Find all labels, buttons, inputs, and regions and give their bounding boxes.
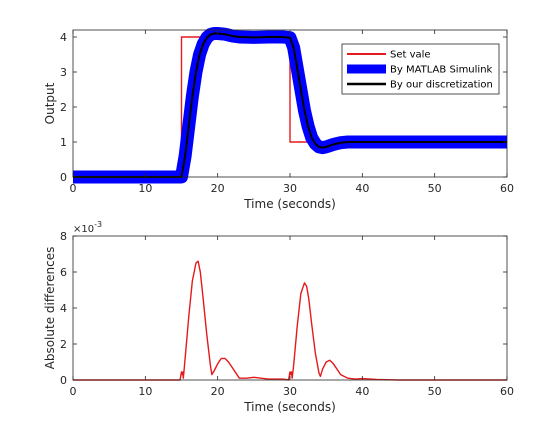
difference-x-tick-label: 40 bbox=[355, 385, 369, 398]
difference-axes: 0 10 20 30 40 50 60 0 2 4 6 8 Time (seconds) Absolu… bbox=[43, 220, 514, 414]
difference-y-tick-label: 6 bbox=[60, 266, 67, 279]
output-x-tick-label: 0 bbox=[70, 182, 77, 195]
y-axis-exponent-label: ×10-3 bbox=[73, 220, 102, 235]
difference-y-tick-label: 4 bbox=[60, 302, 67, 315]
difference-y-tick-label: 2 bbox=[60, 338, 67, 351]
difference-x-tick-label: 50 bbox=[428, 385, 442, 398]
output-x-tick-label: 50 bbox=[428, 182, 442, 195]
output-x-tick-label: 60 bbox=[500, 182, 514, 195]
output-ticks: 0 10 20 30 40 50 60 0 1 2 3 4 bbox=[60, 30, 514, 195]
difference-ticks: 0 10 20 30 40 50 60 0 2 4 6 8 bbox=[60, 230, 514, 398]
output-y-axis-label: Output bbox=[43, 82, 57, 124]
exponent-power: -3 bbox=[94, 220, 102, 229]
difference-x-tick-label: 20 bbox=[211, 385, 225, 398]
output-x-tick-label: 40 bbox=[355, 182, 369, 195]
difference-x-tick-label: 60 bbox=[500, 385, 514, 398]
difference-x-tick-label: 10 bbox=[138, 385, 152, 398]
difference-plot-area bbox=[73, 236, 507, 381]
series-line-difference-series-0 bbox=[73, 260, 507, 381]
difference-y-tick-label: 0 bbox=[60, 374, 67, 387]
difference-y-tick-label: 8 bbox=[60, 230, 67, 243]
legend-entry-discretization: By our discretization bbox=[390, 80, 493, 91]
output-y-tick-label: 3 bbox=[60, 66, 67, 79]
difference-x-axis-label: Time (seconds) bbox=[243, 400, 336, 414]
output-y-tick-label: 1 bbox=[60, 136, 67, 149]
legend-entry-simulink: By MATLAB Simulink bbox=[390, 65, 493, 76]
output-axes: 0 10 20 30 40 50 60 0 1 2 3 4 Time (seconds) Output… bbox=[43, 27, 514, 211]
output-y-tick-label: 0 bbox=[60, 171, 67, 184]
output-x-tick-label: 30 bbox=[283, 182, 297, 195]
output-y-tick-label: 2 bbox=[60, 101, 67, 114]
difference-plot-background bbox=[73, 236, 507, 380]
difference-y-axis-label: Absolute differences bbox=[43, 247, 57, 370]
output-x-tick-label: 10 bbox=[138, 182, 152, 195]
output-x-axis-label: Time (seconds) bbox=[243, 197, 336, 211]
output-x-tick-label: 20 bbox=[211, 182, 225, 195]
difference-x-tick-label: 30 bbox=[283, 385, 297, 398]
legend: Set vale By MATLAB Simulink By our discr… bbox=[341, 43, 500, 95]
series-line-by-our-discretization bbox=[73, 32, 507, 178]
exponent-base: ×10 bbox=[73, 224, 94, 235]
difference-x-tick-label: 0 bbox=[70, 385, 77, 398]
output-y-tick-label: 4 bbox=[60, 31, 67, 44]
legend-entry-set-value: Set vale bbox=[390, 50, 431, 61]
